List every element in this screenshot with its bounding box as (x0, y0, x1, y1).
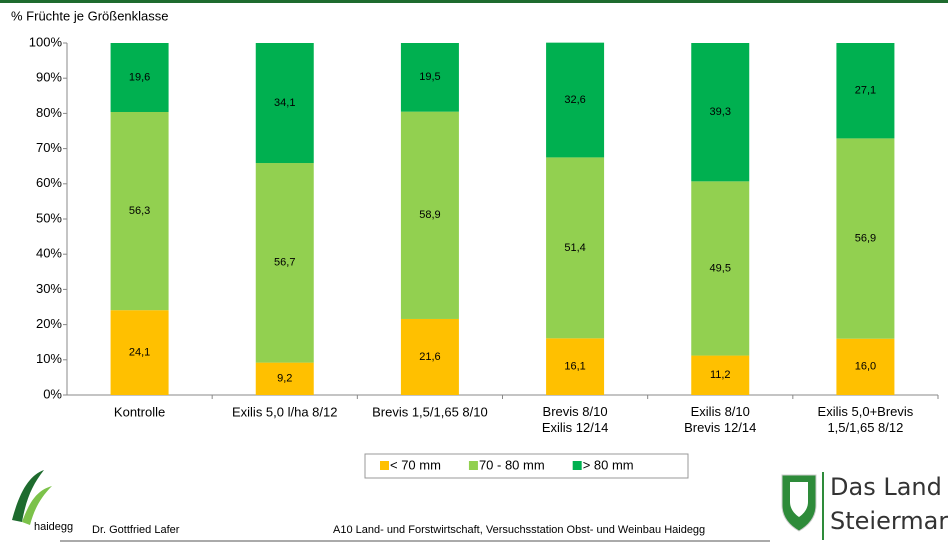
value-label: 9,2 (277, 373, 292, 385)
value-label: 27,1 (855, 85, 876, 97)
bar-segment (400, 43, 459, 112)
bar-segment (691, 43, 750, 182)
brand-line2: Steiermark (830, 507, 948, 535)
bar-segment (110, 43, 169, 112)
value-label: 16,1 (564, 361, 585, 373)
haidegg-logo (12, 470, 44, 522)
y-axis-title: % Früchte je Größenklasse (11, 8, 169, 23)
institution: A10 Land- und Forstwirtschaft, Versuchss… (333, 524, 705, 536)
legend-label: 70 - 80 mm (479, 457, 545, 472)
legend-label: > 80 mm (583, 457, 634, 472)
x-tick-label: Brevis 1,5/1,65 8/10 (372, 404, 488, 419)
x-tick-label: Exilis 5,0+Brevis 1,5/1,65 8/12 (818, 404, 914, 435)
value-label: 16,0 (855, 361, 876, 373)
legend: < 70 mm 70 - 80 mm > 80 mm (364, 453, 689, 479)
y-tick-label: 60% (36, 175, 62, 190)
y-tick-label: 50% (36, 210, 62, 225)
bar-segment (400, 318, 459, 395)
bar-segment (691, 355, 750, 395)
value-label: 56,7 (274, 257, 295, 269)
logo-text: haidegg (34, 521, 73, 533)
x-tick-label: Exilis 8/10 Brevis 12/14 (684, 404, 756, 435)
y-tick-label: 70% (36, 140, 62, 155)
legend-label: < 70 mm (390, 457, 441, 472)
crest-inner (790, 482, 808, 517)
bar-segment (836, 43, 895, 139)
legend-frame (364, 453, 689, 479)
y-tick-label: 20% (36, 316, 62, 331)
y-tick-label: 90% (36, 70, 62, 85)
value-label: 11,2 (710, 369, 731, 381)
bar-segment (546, 338, 605, 395)
brand-line1: Das Land (830, 473, 942, 501)
value-label: 56,3 (129, 205, 150, 217)
bar-segment (691, 181, 750, 356)
value-label: 19,5 (419, 71, 440, 83)
bar-segment (110, 310, 169, 395)
haidegg-logo-leaf (22, 486, 52, 525)
value-label: 19,6 (129, 71, 150, 83)
y-tick-label: 10% (36, 351, 62, 366)
author: Dr. Gottfried Lafer (92, 524, 180, 536)
bar-segment (546, 42, 605, 158)
value-label: 51,4 (564, 242, 585, 254)
top-border (0, 0, 948, 3)
value-label: 39,3 (710, 106, 731, 118)
bar-segment (836, 338, 895, 395)
legend-swatch (380, 461, 389, 470)
legend-swatch (468, 461, 478, 470)
value-label: 58,9 (419, 209, 440, 221)
value-label: 34,1 (274, 97, 295, 109)
y-tick-label: 100% (29, 34, 63, 49)
bar-segment (255, 362, 314, 395)
value-label: 24,1 (129, 346, 150, 358)
bar-segment (546, 157, 605, 339)
bar-segment (255, 163, 314, 363)
x-tick-label: Brevis 8/10 Exilis 12/14 (542, 404, 608, 435)
legend-swatch (572, 461, 582, 470)
bar-segment (836, 138, 895, 339)
value-label: 49,5 (710, 262, 731, 274)
value-label: 21,6 (419, 351, 440, 363)
x-tick-label: Kontrolle (114, 404, 165, 419)
x-tick-label: Exilis 5,0 l/ha 8/12 (232, 404, 338, 419)
bar-segment (255, 43, 314, 164)
bar-segment (110, 111, 169, 311)
bar-segment (400, 111, 459, 319)
y-tick-label: 30% (36, 281, 62, 296)
value-label: 32,6 (564, 94, 585, 106)
y-tick-label: 80% (36, 105, 62, 120)
y-tick-label: 0% (43, 386, 62, 401)
y-tick-label: 40% (36, 246, 62, 261)
value-label: 56,9 (855, 232, 876, 244)
